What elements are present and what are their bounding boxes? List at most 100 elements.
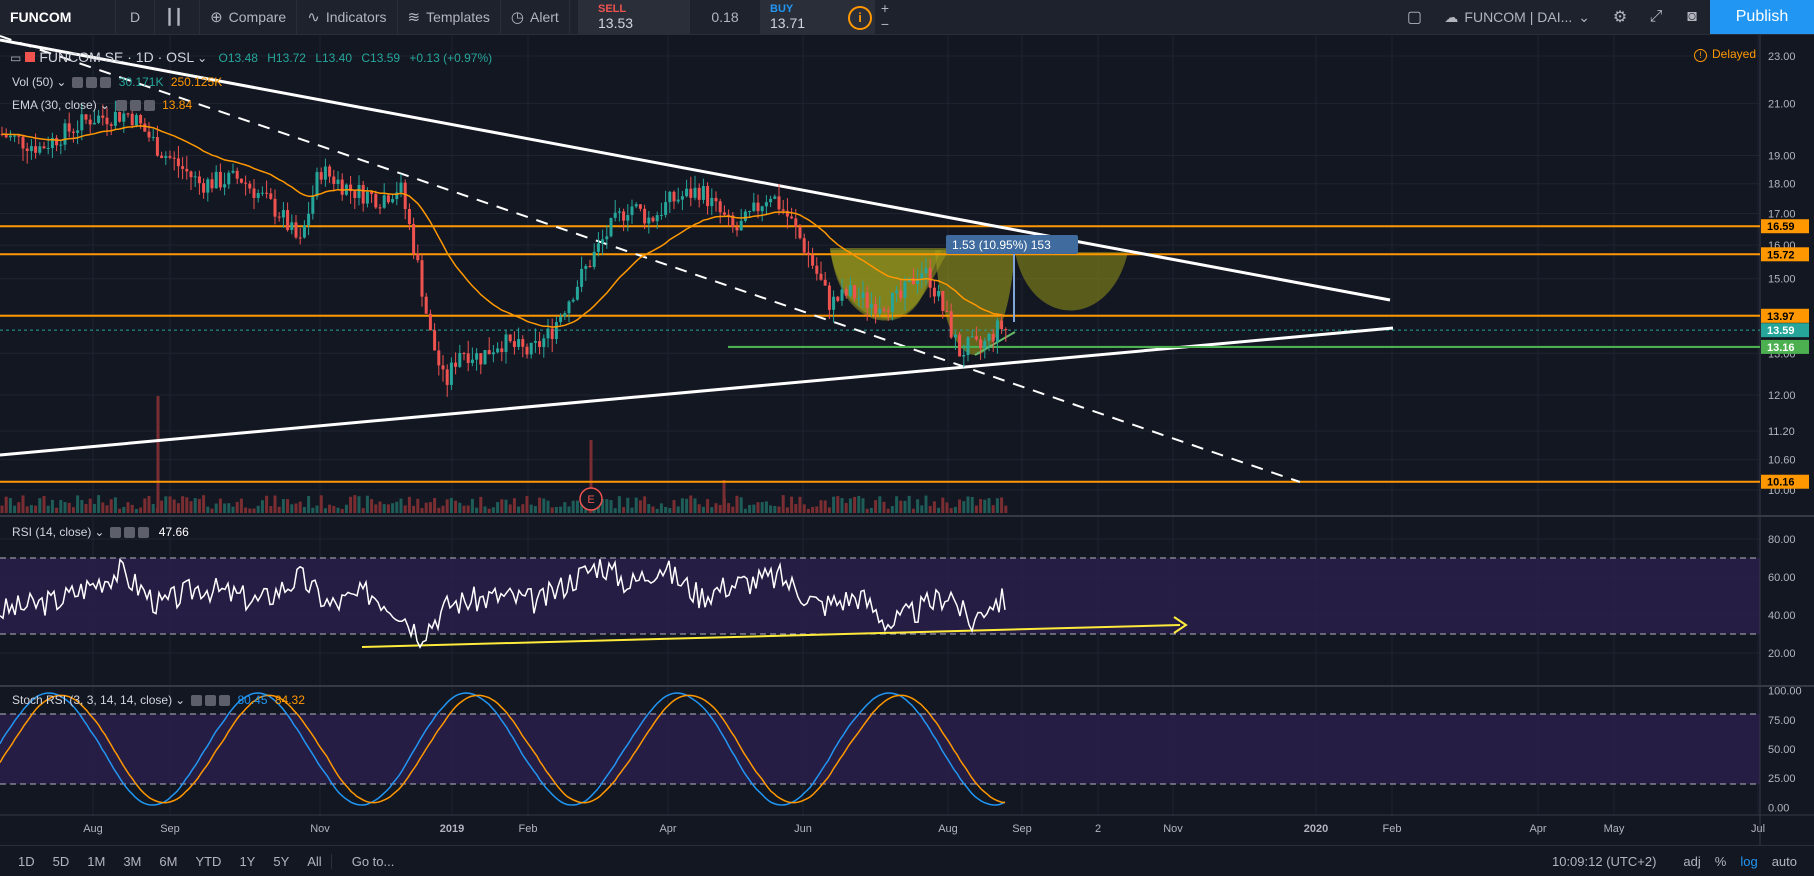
rsi-yellow-trendline[interactable] xyxy=(361,624,1181,648)
gear-icon[interactable]: ⚙ xyxy=(1612,9,1628,26)
chevron-down-icon[interactable]: ⌄ xyxy=(197,51,208,65)
volume-bar xyxy=(928,505,932,513)
camera-icon[interactable]: ◙ xyxy=(1687,8,1697,25)
fullscreen-icon[interactable]: ⤢ xyxy=(1649,8,1663,25)
chevron-down-icon[interactable]: ⌄ xyxy=(56,75,67,89)
gear-icon[interactable] xyxy=(124,527,136,539)
delayed-badge[interactable]: ! Delayed xyxy=(1694,47,1756,62)
auto-toggle[interactable]: auto xyxy=(1771,853,1797,869)
volume-bar xyxy=(647,504,651,513)
gear-icon[interactable] xyxy=(86,77,98,89)
candle-body xyxy=(445,369,449,385)
candle-body xyxy=(336,179,340,184)
candle-body xyxy=(777,196,781,210)
candle-body xyxy=(668,191,672,203)
plus-icon[interactable]: + xyxy=(880,0,890,16)
clock-time[interactable]: 10:09:12 (UTC+2) xyxy=(1551,853,1657,869)
lower-trendline[interactable] xyxy=(0,326,1394,457)
ema-legend-label[interactable]: EMA (30, close) xyxy=(12,98,97,112)
close-icon[interactable] xyxy=(219,695,231,707)
chevron-down-icon[interactable]: ⌄ xyxy=(99,98,110,112)
range-button[interactable]: 5Y xyxy=(273,853,290,869)
legend-menu-icon[interactable]: ▭ xyxy=(10,51,22,65)
candle-body xyxy=(97,115,101,123)
price-axis[interactable]: 23.0021.0019.0018.0017.0016.0015.0014.00… xyxy=(1761,51,1809,814)
range-button[interactable]: 1D xyxy=(18,853,35,869)
time-tick-label: Apr xyxy=(659,823,676,835)
rsi-legend-label[interactable]: RSI (14, close) xyxy=(12,525,92,539)
sell-button[interactable]: SELL 13.53 xyxy=(578,0,690,34)
top-toolbar: FUNCOM D ┃┃ ⊕ Compare ∿ Indicators ≋ Templa… xyxy=(0,0,1814,35)
candle-body xyxy=(139,115,143,124)
log-toggle[interactable]: log xyxy=(1740,853,1758,869)
upper-trendline[interactable] xyxy=(0,38,1391,302)
chevron-down-icon[interactable]: ⌄ xyxy=(175,693,186,707)
volume-bar xyxy=(655,508,659,513)
percent-toggle[interactable]: % xyxy=(1714,853,1727,869)
range-button[interactable]: 5D xyxy=(52,853,70,869)
dashed-trendline[interactable] xyxy=(0,35,1301,483)
info-icon[interactable]: i xyxy=(848,6,872,30)
volume-bars xyxy=(0,396,1008,513)
volume-bar xyxy=(428,502,432,513)
volume-bar xyxy=(512,498,516,513)
candle-body xyxy=(349,184,353,192)
gear-icon[interactable] xyxy=(205,695,217,707)
eye-icon[interactable] xyxy=(115,100,127,112)
compare-button[interactable]: ⊕ Compare xyxy=(200,0,298,34)
symbol-search[interactable]: FUNCOM xyxy=(0,0,116,34)
time-tick-label: Apr xyxy=(1529,823,1546,835)
range-button[interactable]: 6M xyxy=(159,853,178,869)
earnings-icon[interactable] xyxy=(579,487,603,511)
range-button[interactable]: YTD xyxy=(195,853,222,869)
eye-icon[interactable] xyxy=(72,77,84,89)
range-button[interactable]: 1Y xyxy=(239,853,256,869)
candle-body xyxy=(567,301,571,314)
candle-body xyxy=(605,236,609,240)
range-button[interactable]: 1M xyxy=(87,853,106,869)
legend-title[interactable]: FUNCOM SE · 1D · OSL xyxy=(39,49,195,65)
price-chart[interactable]: 1.53 (10.95%) 153 E 23.00 21.00 19.00 18.00… xyxy=(0,35,1814,845)
candle-body xyxy=(714,197,718,202)
stoch-legend-label[interactable]: Stoch RSI (3, 3, 14, 14, close) xyxy=(12,693,173,707)
volume-bar xyxy=(17,502,21,513)
chart-style-button[interactable]: ┃┃ xyxy=(155,0,201,34)
eye-icon[interactable] xyxy=(191,695,203,707)
interval-button[interactable]: D xyxy=(116,0,155,34)
candle-body xyxy=(17,135,21,137)
adj-toggle[interactable]: adj xyxy=(1683,853,1701,869)
quantity-stepper[interactable]: + − xyxy=(876,0,894,34)
volume-legend-label[interactable]: Vol (50) xyxy=(12,75,54,89)
layout-icon[interactable]: ▢ xyxy=(1406,9,1422,26)
goto-button[interactable]: Go to... xyxy=(330,853,394,869)
candle-body xyxy=(949,311,953,338)
volume-bar xyxy=(571,500,575,513)
publish-button[interactable]: Publish xyxy=(1710,0,1814,34)
volume-bar xyxy=(777,506,781,513)
green-handle-line[interactable] xyxy=(974,331,1016,356)
close-icon[interactable] xyxy=(143,100,155,112)
volume-bar xyxy=(239,498,243,513)
volume-bar xyxy=(449,497,453,513)
candle-body xyxy=(617,211,621,213)
cup-right xyxy=(1015,252,1128,311)
close-icon[interactable] xyxy=(138,527,150,539)
time-axis[interactable]: Aug Sep Nov 2019 Feb Apr Jun Aug Sep 2 Nov 2020 Feb A… xyxy=(83,823,1765,835)
candle-body xyxy=(571,299,575,302)
candle-body xyxy=(911,277,915,284)
layout-select[interactable]: ☁ FUNCOM | DAI... ⌄ xyxy=(1432,0,1602,34)
range-button[interactable]: 3M xyxy=(123,853,142,869)
eye-icon[interactable] xyxy=(110,527,122,539)
templates-button[interactable]: ≋ Templates xyxy=(398,0,501,34)
range-button[interactable]: All xyxy=(307,853,322,869)
volume-bar xyxy=(970,497,974,513)
gear-icon[interactable] xyxy=(129,100,141,112)
alert-button[interactable]: ◷ Alert xyxy=(501,0,570,34)
indicators-button[interactable]: ∿ Indicators xyxy=(297,0,398,34)
chevron-down-icon[interactable]: ⌄ xyxy=(94,525,105,539)
minus-icon[interactable]: − xyxy=(880,16,890,32)
close-icon[interactable] xyxy=(100,77,112,89)
volume-bar xyxy=(832,496,836,513)
volume-bar xyxy=(895,496,899,513)
candle-body xyxy=(512,341,516,347)
